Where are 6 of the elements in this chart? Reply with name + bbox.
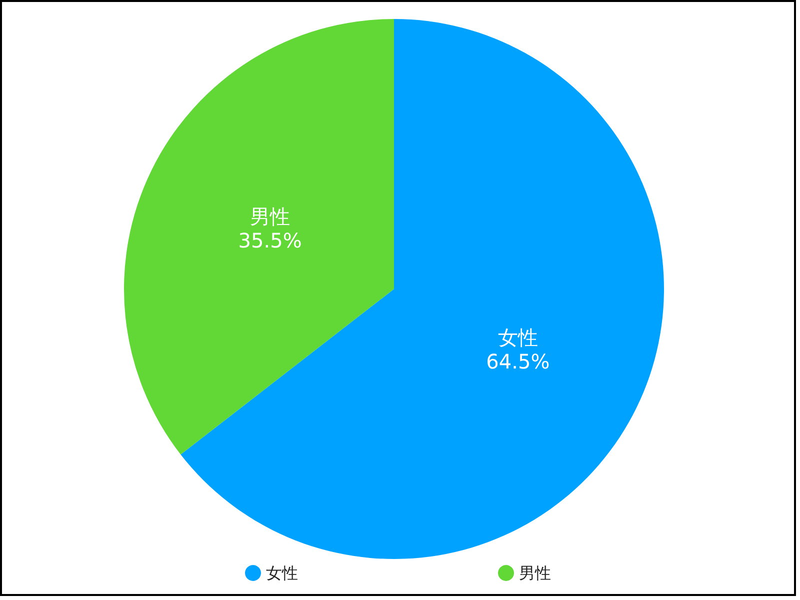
- slice-label: 男性: [250, 204, 290, 228]
- slice-label: 女性: [498, 326, 538, 350]
- legend-label: 女性: [266, 564, 298, 582]
- data-label: 64.5%: [486, 350, 550, 374]
- data-label: 35.5%: [238, 228, 302, 252]
- legend-label: 男性: [519, 564, 551, 582]
